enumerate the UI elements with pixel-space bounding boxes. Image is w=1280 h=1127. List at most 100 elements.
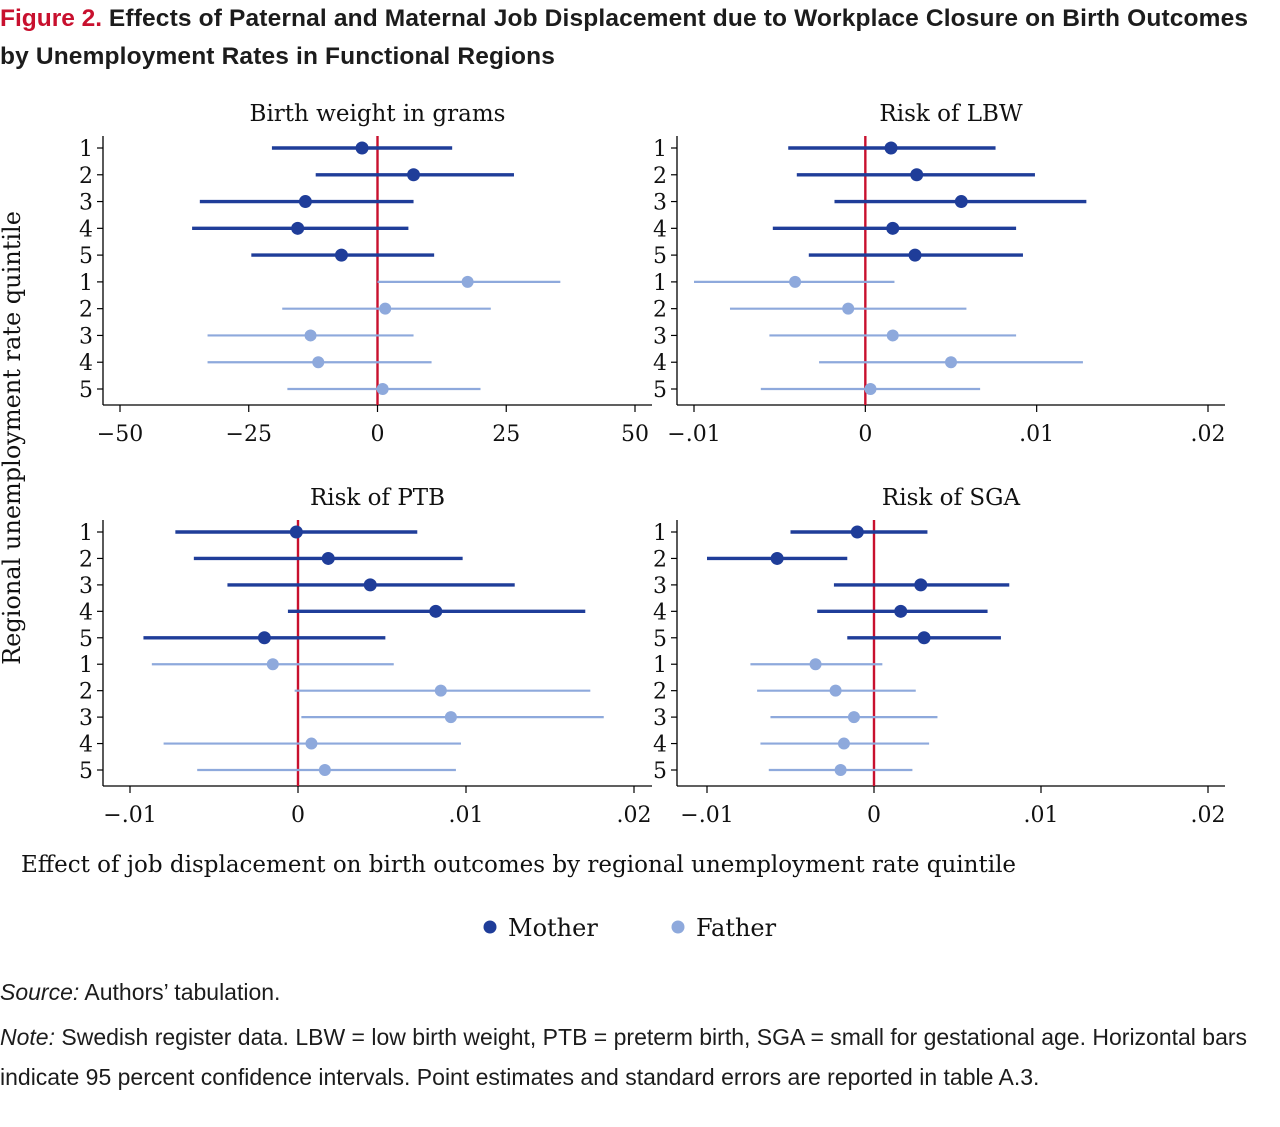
panel-4-mother-estimate-q2 [770,551,784,565]
panel-2-father-estimate-q3 [886,329,899,342]
panel-3-x-tick-label: −.01 [103,803,156,828]
panel-3-y-tick-label: 3 [79,706,93,731]
note-text: Swedish register data. LBW = low birth w… [0,1024,1248,1090]
panel-4-y-tick-label: 4 [653,733,667,758]
panel-4-x-tick-label: .02 [1191,803,1226,828]
panel-4-father-estimate-q3 [847,711,860,724]
panel-2-title: Risk of LBW [879,101,1023,127]
panel-2-x-tick-label: .01 [1019,422,1054,447]
panel-4-x-tick-label: −.01 [680,803,733,828]
panel-4-mother-estimate-q4 [894,604,908,618]
panel-2-mother-estimate-q1 [884,141,898,155]
panel-4-x-tick-label: 0 [867,803,881,828]
panel-2-father-estimate-q2 [842,302,855,315]
panel-2-y-tick-label: 4 [653,351,667,376]
panel-4-y-tick-label: 3 [653,706,667,731]
panel-1-father-estimate-q1 [461,275,474,288]
panel-2-y-tick-label: 2 [653,164,667,189]
panel-1-y-tick-label: 1 [79,271,93,296]
panel-3-mother-estimate-q2 [321,551,335,565]
panel-4-father-estimate-q1 [809,658,822,671]
panel-3-father-estimate-q4 [305,737,318,750]
panel-4-mother-estimate-q5 [917,631,931,645]
panel-4-y-tick-label: 1 [653,521,667,546]
panel-4-y-tick-label: 3 [653,574,667,599]
panel-3-mother-estimate-q3 [363,578,377,592]
note-label: Note: [0,1024,55,1050]
legend-marker-father [671,920,685,934]
panel-1-y-tick-label: 4 [79,351,93,376]
panel-4-y-tick-label: 5 [653,627,667,652]
panel-2-mother-estimate-q4 [886,221,900,235]
panel-3-y-tick-label: 1 [79,521,93,546]
panel-2-mother-estimate-q5 [908,248,922,262]
panel-1-x-tick-label: −25 [226,422,272,447]
panel-1-y-tick-label: 3 [79,191,93,216]
panel-1-x-tick-label: 0 [371,422,385,447]
panel-2-y-tick-label: 3 [653,324,667,349]
figure-label: Figure 2. [0,5,103,32]
panel-1-y-tick-label: 5 [79,378,93,403]
panel-3-mother-estimate-q1 [289,525,303,539]
panel-1-y-tick-label: 3 [79,324,93,349]
x-axis-label: Effect of job displacement on birth outc… [21,852,1016,878]
panel-3-father-estimate-q2 [434,684,447,697]
panel-3-y-tick-label: 4 [79,600,93,625]
panel-3-y-tick-label: 5 [79,759,93,784]
panel-2-y-tick-label: 1 [653,137,667,162]
panel-1-father-estimate-q5 [376,383,389,395]
panel-1-mother-estimate-q2 [407,168,421,182]
panel-3-y-tick-label: 5 [79,627,93,652]
panel-2-x-tick-label: −.01 [667,422,720,447]
panel-1-mother-estimate-q1 [355,141,369,155]
panel-2-father-estimate-q5 [864,383,877,395]
panel-2-mother-estimate-q3 [954,195,968,209]
panel-1-y-tick-label: 1 [79,137,93,162]
panel-4-y-tick-label: 2 [653,680,667,705]
source-line: Source: Authors’ tabulation. [0,979,1280,1006]
y-axis-label: Regional unemployment rate quintile [0,211,26,665]
panel-1-x-tick-label: −50 [97,422,143,447]
panel-1-mother-estimate-q5 [334,248,348,262]
source-label: Source: [0,979,80,1005]
panel-4-father-estimate-q5 [834,764,847,776]
panel-2-y-tick-label: 2 [653,298,667,323]
panel-3-y-tick-label: 1 [79,653,93,678]
note-line: Note: Swedish register data. LBW = low b… [0,1017,1280,1097]
panel-2-x-tick-label: 0 [858,422,872,447]
panel-2-y-tick-label: 5 [653,244,667,269]
panel-4-father-estimate-q4 [837,737,850,750]
legend-label-mother: Mother [508,914,598,942]
panel-3-father-estimate-q1 [266,658,279,671]
panel-1-y-tick-label: 2 [79,164,93,189]
panel-3-father-estimate-q3 [444,711,457,724]
figure-title-text: Effects of Paternal and Maternal Job Dis… [0,5,1249,70]
panel-2-y-tick-label: 4 [653,217,667,242]
panel-2-father-estimate-q1 [789,275,802,288]
panel-1-father-estimate-q2 [379,302,392,315]
panel-1-y-tick-label: 2 [79,298,93,323]
panel-1-mother-estimate-q4 [291,221,305,235]
panel-4-mother-estimate-q3 [914,578,928,592]
panel-1-father-estimate-q4 [312,356,325,369]
legend-label-father: Father [696,914,777,942]
panel-3-x-tick-label: .01 [449,803,484,828]
panel-1-y-tick-label: 4 [79,217,93,242]
panel-2-mother-estimate-q2 [910,168,924,182]
panel-3-father-estimate-q5 [318,764,331,776]
panel-3-x-tick-label: 0 [291,803,305,828]
panel-1-x-tick-label: 50 [621,422,649,447]
panel-4-y-tick-label: 2 [653,547,667,572]
panel-2-y-tick-label: 1 [653,271,667,296]
panel-2-y-tick-label: 3 [653,191,667,216]
panel-4-mother-estimate-q1 [850,525,864,539]
panel-3-mother-estimate-q4 [429,604,443,618]
panel-1-mother-estimate-q3 [298,195,312,209]
panel-4-y-tick-label: 1 [653,653,667,678]
panel-1-title: Birth weight in grams [250,101,506,127]
panel-3-y-tick-label: 2 [79,680,93,705]
panel-1-y-tick-label: 5 [79,244,93,269]
figure-title: Figure 2. Effects of Paternal and Matern… [0,0,1280,76]
panel-4-x-tick-label: .01 [1024,803,1059,828]
